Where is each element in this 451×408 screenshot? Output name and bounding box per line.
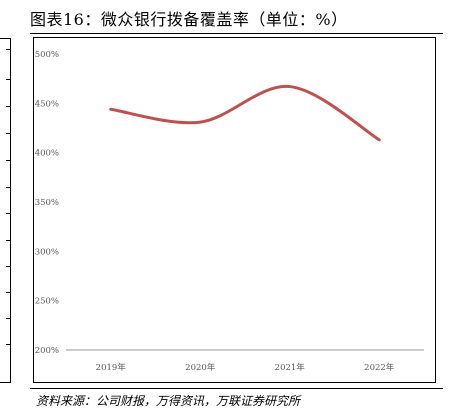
adjacent-tick <box>6 213 10 214</box>
adjacent-tick <box>6 79 10 80</box>
adjacent-tick <box>6 240 10 241</box>
x-tick-label: 2019年 <box>96 362 127 373</box>
y-tick-label: 250% <box>35 297 59 307</box>
x-axis: 2019年 2020年 2021年 2022年 <box>66 349 424 373</box>
adjacent-tick <box>6 318 10 319</box>
y-tick-label: 350% <box>35 198 59 208</box>
y-tick-label: 500% <box>35 50 59 60</box>
adjacent-tick <box>6 160 10 161</box>
source-note: 资料来源：公司财报，万得资讯，万联证券研究所 <box>36 394 301 408</box>
x-tick-label: 2022年 <box>364 362 395 373</box>
adjacent-tick <box>6 266 10 267</box>
y-tick-label: 200% <box>35 346 59 356</box>
y-tick-label: 450% <box>35 99 59 109</box>
series-line <box>109 85 381 142</box>
source-rule <box>30 388 443 389</box>
y-axis: 200% 250% 300% 350% 400% 450% 500% <box>35 50 59 356</box>
adjacent-tick <box>6 106 10 107</box>
adjacent-tick <box>6 133 10 134</box>
adjacent-tick <box>6 187 10 188</box>
title-rule <box>30 33 443 34</box>
adjacent-tick <box>6 344 10 345</box>
y-tick-label: 300% <box>35 247 59 257</box>
x-tick-label: 2020年 <box>185 362 216 373</box>
series-group <box>109 85 381 142</box>
y-tick-label: 400% <box>35 149 59 159</box>
adjacent-chart-frame <box>0 38 11 383</box>
adjacent-tick <box>6 49 10 50</box>
adjacent-tick <box>6 292 10 293</box>
figure-title: 图表16：微众银行拨备覆盖率（单位：%） <box>30 10 348 29</box>
chart-frame <box>33 37 436 383</box>
x-tick-label: 2021年 <box>275 362 306 373</box>
